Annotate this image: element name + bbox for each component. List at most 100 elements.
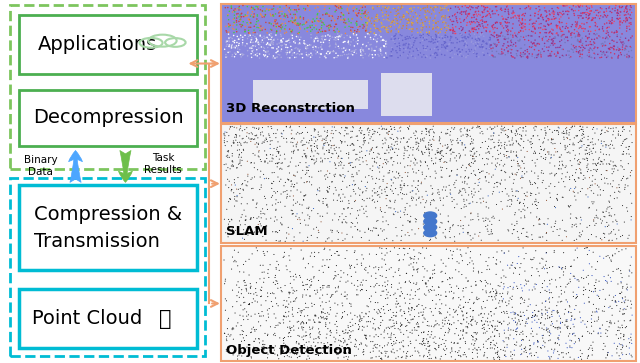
Point xyxy=(488,8,498,14)
Point xyxy=(613,129,623,134)
Point xyxy=(492,184,502,189)
Point xyxy=(438,278,448,284)
Point xyxy=(535,221,545,227)
Point xyxy=(301,349,311,355)
Point xyxy=(390,335,401,340)
Point xyxy=(484,205,494,211)
Point xyxy=(447,25,458,30)
Point xyxy=(314,250,324,256)
Point xyxy=(287,19,297,24)
Point xyxy=(463,229,473,235)
Point xyxy=(338,329,348,334)
Point xyxy=(372,345,382,351)
Point xyxy=(374,192,384,197)
Point xyxy=(394,43,404,49)
Point xyxy=(226,188,236,194)
Point xyxy=(564,52,574,58)
Point xyxy=(527,182,538,187)
Point xyxy=(305,317,315,323)
Point xyxy=(595,9,605,15)
Point xyxy=(352,156,362,162)
Point xyxy=(502,291,513,297)
Point xyxy=(547,314,557,319)
Point xyxy=(561,125,572,130)
Point xyxy=(600,234,610,240)
Point xyxy=(611,28,621,34)
Point xyxy=(529,284,539,290)
Point xyxy=(424,221,435,227)
Point xyxy=(329,146,339,152)
Point xyxy=(511,149,522,155)
Point xyxy=(372,154,382,160)
Point xyxy=(555,154,565,160)
Point xyxy=(246,44,257,50)
Point xyxy=(389,206,399,212)
Point xyxy=(458,327,468,333)
Point xyxy=(619,167,629,172)
Point xyxy=(285,50,295,56)
Point xyxy=(376,20,387,25)
Point xyxy=(621,246,631,252)
Point xyxy=(591,308,602,314)
Point xyxy=(578,318,588,324)
Point xyxy=(300,217,310,223)
Point xyxy=(289,172,299,178)
Point xyxy=(322,201,332,207)
Point xyxy=(459,304,469,310)
Point xyxy=(560,144,570,150)
Circle shape xyxy=(424,229,436,237)
Point xyxy=(607,20,618,26)
Point xyxy=(250,42,260,48)
Point xyxy=(276,25,286,30)
Point xyxy=(269,291,279,297)
Point xyxy=(612,16,622,21)
Point xyxy=(290,17,300,23)
Point xyxy=(548,27,558,33)
Point xyxy=(465,21,476,27)
Point xyxy=(533,173,543,179)
Point xyxy=(438,195,449,201)
Point xyxy=(386,337,396,342)
Point xyxy=(330,160,340,166)
Point xyxy=(468,140,478,146)
Point xyxy=(510,210,520,216)
Point xyxy=(254,336,264,342)
Point xyxy=(287,211,298,217)
Point xyxy=(408,264,418,270)
Point xyxy=(266,33,276,38)
Point xyxy=(614,20,625,26)
Point xyxy=(607,45,617,50)
Point xyxy=(534,34,545,40)
Point xyxy=(620,294,630,300)
Point xyxy=(371,354,381,360)
Point xyxy=(230,134,240,140)
Point xyxy=(468,124,478,130)
Point xyxy=(364,319,374,325)
Point xyxy=(430,175,440,181)
Point xyxy=(322,140,332,146)
Point xyxy=(407,327,417,333)
Point xyxy=(445,248,456,254)
Point xyxy=(373,334,383,339)
Point xyxy=(289,197,299,203)
Point xyxy=(431,13,441,19)
Point xyxy=(243,16,253,22)
Point xyxy=(322,291,332,297)
Point xyxy=(384,266,394,272)
Point xyxy=(413,147,424,153)
Point xyxy=(259,347,269,353)
Point xyxy=(362,343,372,349)
Point xyxy=(248,14,259,20)
Point xyxy=(524,296,534,302)
Point xyxy=(307,148,317,154)
Point xyxy=(468,50,479,56)
Point xyxy=(305,326,316,332)
Point xyxy=(368,345,378,351)
Point xyxy=(228,38,238,44)
Point xyxy=(323,236,333,242)
Point xyxy=(253,41,264,47)
Point xyxy=(483,322,493,328)
Point xyxy=(504,248,514,254)
Point xyxy=(271,301,282,307)
Point xyxy=(359,134,369,140)
